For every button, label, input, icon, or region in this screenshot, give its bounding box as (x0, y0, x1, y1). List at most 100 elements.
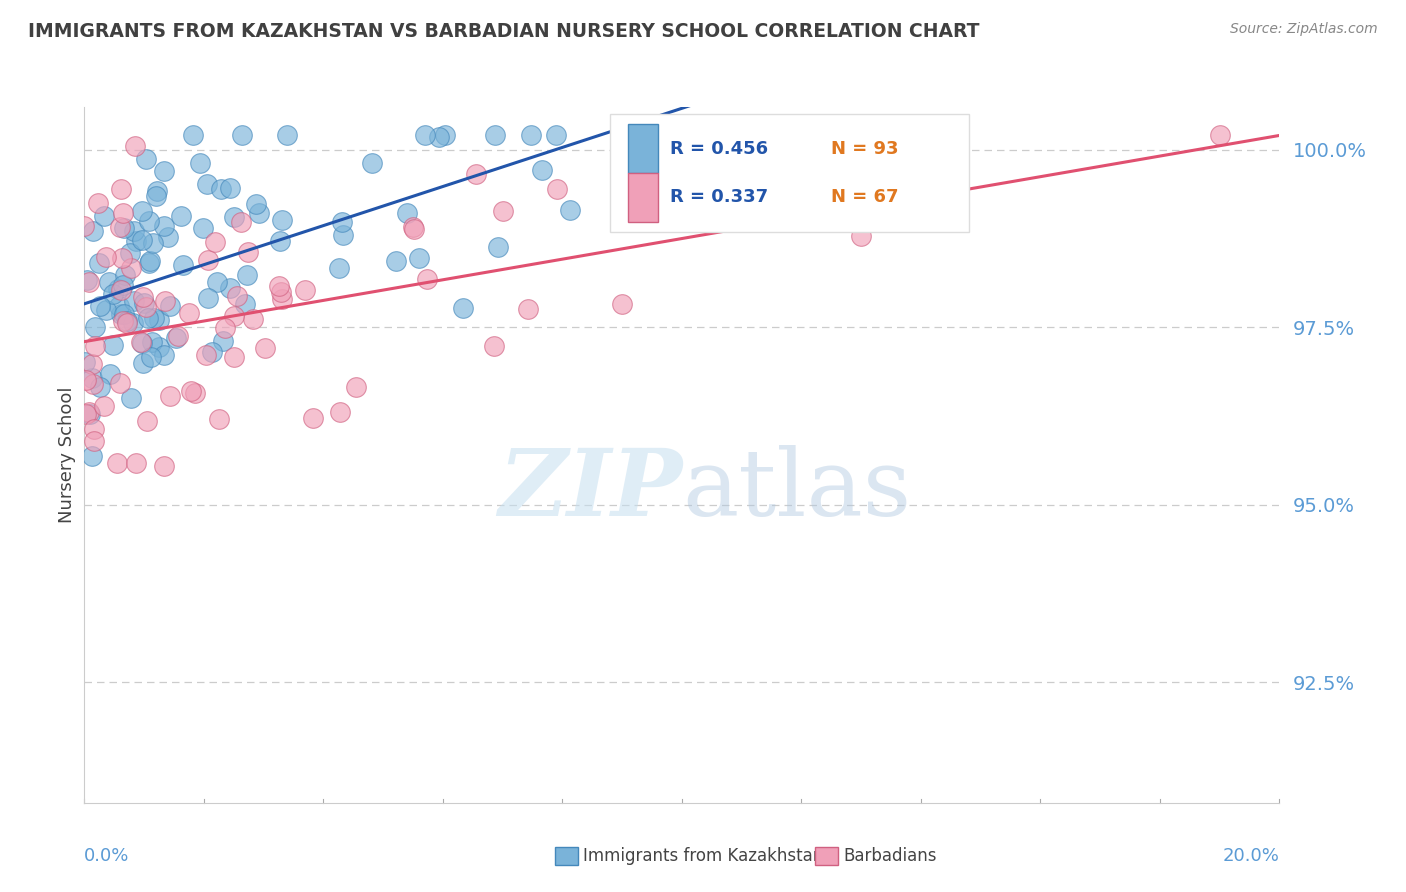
Point (94, 250, 117, 264)
Point (108, 299, 131, 313)
Point (89, 380, 111, 394)
Point (115, 313, 138, 327)
Point (451, 301, 474, 315)
Point (197, 253, 219, 268)
Point (225, 288, 247, 302)
Point (83, 338, 105, 352)
Point (120, 391, 142, 405)
Point (122, 294, 145, 309)
Point (120, 260, 142, 275)
Point (153, 348, 176, 362)
Point (328, 260, 350, 275)
Point (167, 328, 190, 343)
Point (82, 449, 104, 463)
Point (98, 367, 121, 381)
Point (125, 456, 148, 470)
Point (124, 224, 146, 238)
Point (402, 222, 425, 236)
Point (302, 410, 325, 425)
Point (134, 296, 156, 310)
Point (131, 336, 153, 351)
Point (94, 303, 117, 318)
Point (204, 235, 226, 249)
Point (222, 210, 245, 224)
Point (125, 234, 148, 248)
Point (558, 202, 581, 217)
Point (112, 220, 135, 235)
Point (385, 254, 408, 268)
Point (415, 128, 437, 143)
Text: 20.0%: 20.0% (1223, 847, 1279, 865)
Point (148, 340, 170, 354)
Point (408, 251, 430, 265)
Point (80, 371, 103, 385)
Point (201, 345, 224, 359)
Point (222, 310, 245, 324)
Point (75, 407, 97, 421)
Point (214, 321, 236, 335)
Point (242, 311, 264, 326)
Text: N = 67: N = 67 (831, 188, 898, 206)
Point (82, 224, 104, 238)
Point (142, 236, 165, 251)
Y-axis label: Nursery School: Nursery School (58, 386, 76, 524)
Point (195, 178, 218, 192)
Text: ZIP: ZIP (498, 445, 682, 534)
Point (195, 347, 218, 361)
Text: N = 93: N = 93 (831, 140, 898, 158)
Point (236, 244, 259, 259)
Point (146, 184, 169, 198)
Point (135, 152, 157, 166)
Text: IMMIGRANTS FROM KAZAKHSTAN VS BARBADIAN NURSERY SCHOOL CORRELATION CHART: IMMIGRANTS FROM KAZAKHSTAN VS BARBADIAN … (28, 22, 980, 41)
Point (294, 283, 316, 297)
Point (276, 128, 298, 143)
Point (530, 163, 553, 178)
Text: atlas: atlas (682, 445, 911, 534)
Point (111, 251, 134, 265)
Point (520, 128, 543, 143)
Point (124, 139, 146, 153)
Point (145, 188, 167, 202)
FancyBboxPatch shape (628, 125, 658, 173)
Point (236, 268, 259, 282)
Point (193, 221, 215, 235)
Point (108, 219, 131, 234)
Point (849, 229, 872, 244)
Point (110, 283, 132, 297)
Point (108, 376, 131, 391)
Point (229, 215, 252, 229)
Point (89, 256, 111, 270)
Point (218, 281, 240, 295)
FancyBboxPatch shape (628, 173, 658, 222)
Point (219, 181, 242, 195)
Point (181, 128, 204, 143)
Point (610, 296, 633, 310)
Point (271, 213, 294, 227)
Point (170, 209, 193, 223)
Point (82, 376, 104, 391)
Point (82, 357, 104, 371)
Point (464, 167, 486, 181)
Point (93, 209, 115, 223)
Point (122, 316, 145, 330)
Point (136, 414, 159, 428)
Point (139, 254, 162, 268)
Point (433, 128, 456, 143)
Point (111, 206, 134, 220)
Point (429, 130, 451, 145)
Point (83, 434, 105, 448)
Point (209, 182, 232, 196)
Point (270, 285, 292, 299)
Point (731, 183, 754, 197)
Point (83, 422, 105, 436)
Point (544, 128, 567, 143)
Point (172, 258, 194, 272)
Point (546, 182, 568, 196)
Point (89, 299, 111, 313)
Text: Source: ZipAtlas.com: Source: ZipAtlas.com (1230, 22, 1378, 37)
Point (76, 273, 98, 287)
Point (152, 459, 174, 474)
Point (83, 320, 105, 334)
Point (516, 301, 538, 316)
Point (159, 389, 181, 403)
